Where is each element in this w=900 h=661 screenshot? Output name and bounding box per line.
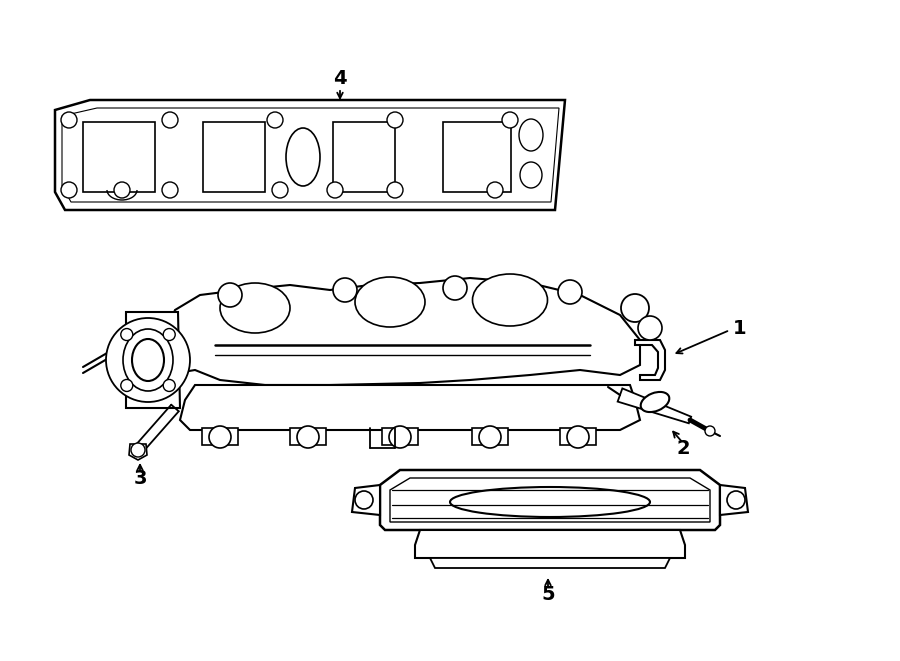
Polygon shape bbox=[430, 558, 670, 568]
Ellipse shape bbox=[641, 392, 670, 412]
Polygon shape bbox=[126, 312, 180, 408]
Polygon shape bbox=[635, 340, 665, 380]
Ellipse shape bbox=[220, 283, 290, 333]
Polygon shape bbox=[382, 428, 418, 445]
Circle shape bbox=[558, 280, 582, 304]
Circle shape bbox=[209, 426, 231, 448]
Polygon shape bbox=[472, 428, 508, 445]
Polygon shape bbox=[290, 428, 326, 445]
Circle shape bbox=[638, 316, 662, 340]
Circle shape bbox=[727, 491, 745, 509]
Polygon shape bbox=[415, 530, 685, 558]
Text: 1: 1 bbox=[734, 319, 747, 338]
Circle shape bbox=[355, 491, 373, 509]
Circle shape bbox=[567, 426, 589, 448]
Ellipse shape bbox=[520, 162, 542, 188]
Polygon shape bbox=[202, 428, 238, 445]
Polygon shape bbox=[180, 385, 640, 430]
Circle shape bbox=[297, 426, 319, 448]
Circle shape bbox=[106, 318, 190, 402]
Circle shape bbox=[705, 426, 715, 436]
Circle shape bbox=[131, 443, 145, 457]
Circle shape bbox=[333, 278, 357, 302]
Polygon shape bbox=[390, 478, 710, 522]
Polygon shape bbox=[55, 100, 565, 210]
Ellipse shape bbox=[450, 487, 650, 517]
Ellipse shape bbox=[472, 274, 547, 326]
Polygon shape bbox=[129, 444, 147, 460]
Polygon shape bbox=[720, 485, 748, 515]
Circle shape bbox=[387, 182, 403, 198]
Bar bbox=[203, 122, 265, 192]
Circle shape bbox=[272, 182, 288, 198]
Circle shape bbox=[502, 112, 518, 128]
Circle shape bbox=[443, 276, 467, 300]
Circle shape bbox=[121, 329, 133, 340]
Circle shape bbox=[327, 182, 343, 198]
Polygon shape bbox=[560, 428, 596, 445]
Circle shape bbox=[162, 112, 178, 128]
Circle shape bbox=[389, 426, 411, 448]
Circle shape bbox=[121, 379, 133, 391]
Circle shape bbox=[114, 182, 130, 198]
Ellipse shape bbox=[519, 119, 543, 151]
Circle shape bbox=[487, 182, 503, 198]
Ellipse shape bbox=[355, 277, 425, 327]
Circle shape bbox=[162, 182, 178, 198]
Text: 2: 2 bbox=[676, 438, 689, 457]
Circle shape bbox=[61, 182, 77, 198]
Polygon shape bbox=[140, 278, 640, 385]
Ellipse shape bbox=[132, 339, 164, 381]
Bar bbox=[333, 122, 395, 192]
Text: 5: 5 bbox=[541, 586, 554, 605]
Ellipse shape bbox=[123, 329, 173, 391]
Bar bbox=[83, 122, 155, 192]
Text: 4: 4 bbox=[333, 69, 346, 87]
Circle shape bbox=[218, 283, 242, 307]
Circle shape bbox=[61, 112, 77, 128]
Bar bbox=[443, 122, 511, 192]
Circle shape bbox=[267, 112, 283, 128]
Circle shape bbox=[387, 112, 403, 128]
Text: 3: 3 bbox=[133, 469, 147, 488]
Circle shape bbox=[621, 294, 649, 322]
Ellipse shape bbox=[286, 128, 320, 186]
Polygon shape bbox=[352, 485, 380, 515]
Circle shape bbox=[479, 426, 501, 448]
Circle shape bbox=[163, 379, 176, 391]
Circle shape bbox=[163, 329, 176, 340]
Polygon shape bbox=[380, 470, 720, 530]
Polygon shape bbox=[617, 389, 691, 423]
